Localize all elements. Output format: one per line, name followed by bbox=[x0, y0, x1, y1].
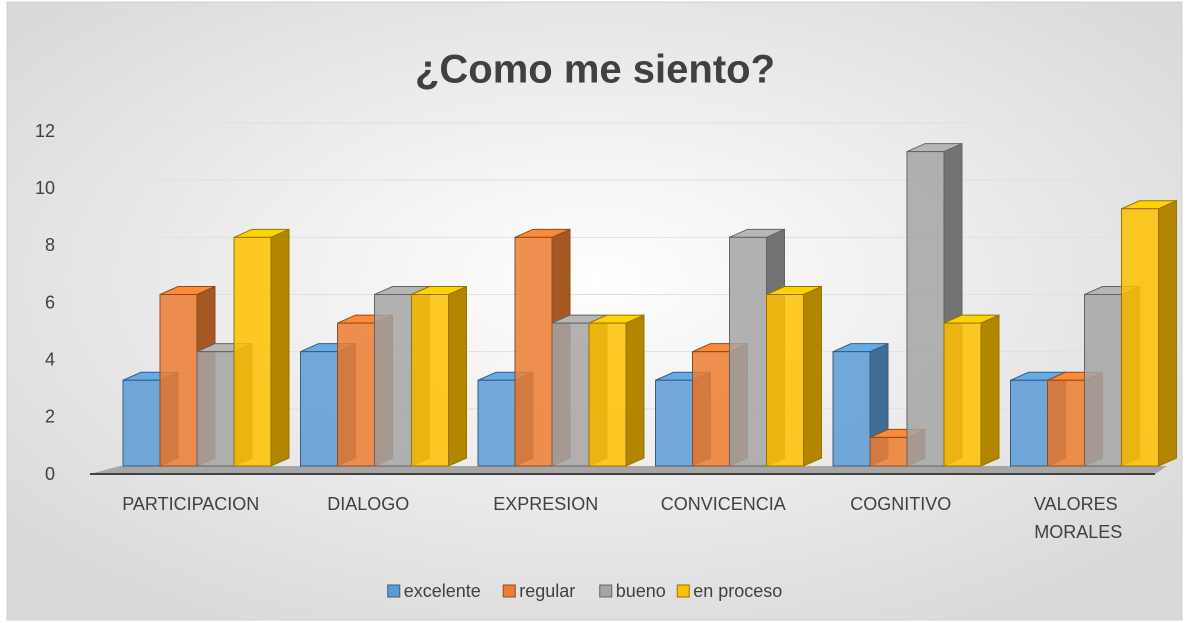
bar-front bbox=[233, 236, 272, 467]
bar bbox=[411, 285, 467, 467]
x-tick-label: CONVICENCIA bbox=[661, 494, 786, 514]
legend-label: bueno bbox=[616, 581, 666, 601]
bar-front bbox=[729, 236, 767, 467]
legend-label: excelente bbox=[404, 581, 481, 601]
bar-front bbox=[1010, 379, 1048, 467]
bar-side bbox=[803, 285, 822, 467]
bar-side bbox=[625, 314, 645, 467]
bar-front bbox=[943, 322, 982, 467]
x-tick-label: DIALOGO bbox=[327, 494, 409, 514]
y-tick-label: 10 bbox=[35, 178, 55, 198]
bar bbox=[766, 285, 822, 467]
bar-front bbox=[300, 351, 338, 467]
chart-title: ¿Como me siento? bbox=[415, 48, 775, 92]
y-tick-label: 0 bbox=[45, 464, 55, 484]
bar-front bbox=[196, 351, 235, 467]
bar-front bbox=[477, 379, 516, 467]
bar-front bbox=[832, 351, 871, 467]
bar-front bbox=[1121, 208, 1159, 467]
y-tick-label: 4 bbox=[45, 349, 55, 369]
bar bbox=[1121, 199, 1177, 467]
bar-front bbox=[374, 294, 412, 467]
bar-side bbox=[1158, 199, 1177, 467]
bar-front bbox=[159, 294, 198, 467]
bar-front bbox=[1047, 379, 1085, 467]
bar-front bbox=[906, 151, 945, 467]
x-tick-label: COGNITIVO bbox=[850, 494, 951, 514]
x-tick-label: VALORES MORALES bbox=[1034, 494, 1123, 542]
bar bbox=[588, 314, 645, 467]
bar-front bbox=[588, 322, 627, 467]
bar-front bbox=[692, 351, 730, 467]
x-tick-label: EXPRESION bbox=[493, 494, 598, 514]
legend-swatch bbox=[599, 584, 613, 598]
x-tick-label: PARTICIPACION bbox=[122, 494, 259, 514]
bar-side bbox=[980, 314, 1000, 467]
bar-front bbox=[337, 322, 375, 467]
bar-front bbox=[514, 236, 553, 467]
bar-front bbox=[869, 436, 908, 467]
y-tick-label: 2 bbox=[45, 407, 55, 427]
bar-front bbox=[1084, 294, 1122, 467]
bar-front bbox=[122, 379, 161, 467]
y-tick-label: 12 bbox=[35, 121, 55, 141]
bar-front bbox=[411, 294, 449, 467]
bar-side bbox=[270, 228, 290, 467]
bar-front bbox=[766, 294, 804, 467]
legend-swatch bbox=[676, 584, 690, 598]
bar-side bbox=[448, 285, 467, 467]
bar-front bbox=[551, 322, 590, 467]
y-tick-label: 8 bbox=[45, 235, 55, 255]
y-tick-label: 6 bbox=[45, 292, 55, 312]
bar-front bbox=[655, 379, 693, 467]
legend-label: regular bbox=[519, 581, 575, 601]
legend-swatch bbox=[387, 584, 401, 598]
legend-label: en proceso bbox=[693, 581, 782, 601]
bar bbox=[943, 314, 1000, 467]
floor bbox=[90, 466, 1167, 474]
legend-swatch bbox=[502, 584, 516, 598]
bar bbox=[233, 228, 290, 467]
